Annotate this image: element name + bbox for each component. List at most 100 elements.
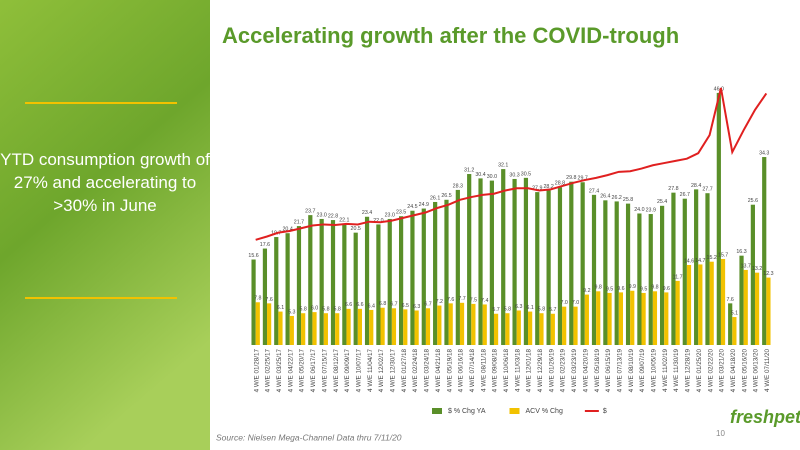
data-label: 15.6: [248, 253, 258, 259]
x-tick-label: 4 W/E 03/21/20: [719, 349, 726, 393]
bar: [516, 310, 521, 345]
data-label: 20.4: [282, 227, 292, 233]
data-label: 7.6: [726, 297, 733, 303]
data-label: 28.4: [691, 183, 701, 189]
data-label: 24.0: [634, 207, 644, 213]
bar: [437, 305, 442, 345]
bar: [709, 261, 714, 345]
x-tick-label: 4 W/E 04/22/17: [287, 349, 294, 393]
bar: [312, 312, 317, 345]
bar: [569, 181, 574, 345]
legend-label: ACV % Chg: [526, 408, 563, 415]
data-label: 34.3: [759, 150, 769, 156]
data-label: 22.1: [339, 217, 349, 223]
data-label: 9.2: [583, 288, 590, 294]
x-tick-label: 4 W/E 09/08/18: [492, 349, 499, 393]
bar: [471, 303, 476, 345]
data-label: 5.7: [492, 307, 499, 313]
data-label: 7.5: [470, 297, 477, 303]
data-label: 7.7: [458, 296, 465, 302]
bar: [754, 272, 760, 345]
bar: [682, 198, 687, 345]
bar: [319, 218, 324, 345]
bar: [391, 308, 397, 345]
data-label: 5.7: [549, 307, 556, 313]
data-label: 6.7: [390, 302, 397, 308]
data-label: 30.5: [521, 171, 531, 177]
data-label: 6.1: [526, 305, 533, 311]
data-label: 6.5: [402, 303, 409, 309]
data-label: 17.6: [260, 242, 270, 248]
data-label: 7.6: [265, 297, 272, 303]
bar: [750, 204, 755, 345]
data-label: 23.0: [317, 212, 327, 218]
x-tick-label: 4 W/E 03/23/19: [571, 349, 578, 393]
data-label: 31.2: [464, 167, 474, 173]
bar: [403, 309, 408, 345]
x-tick-label: 4 W/E 11/02/19: [662, 349, 669, 392]
bar: [501, 169, 506, 345]
data-label: 5.8: [299, 307, 306, 313]
data-label: 23.5: [396, 210, 406, 216]
x-tick-label: 4 W/E 06/13/20: [753, 349, 760, 393]
bar: [550, 313, 555, 345]
data-label: 22.8: [328, 213, 338, 219]
x-tick-label: 4 W/E 05/16/20: [741, 349, 748, 393]
bar: [346, 308, 351, 345]
data-label: 25.6: [748, 198, 758, 204]
source: Source: Nielsen Mega-Channel Data thru 7…: [216, 432, 402, 442]
data-label: 6.7: [424, 302, 431, 308]
x-tick-label: 4 W/E 06/16/18: [458, 349, 465, 393]
bar: [512, 178, 517, 345]
bar: [421, 208, 426, 345]
bar: [493, 313, 499, 345]
data-label: 7.4: [481, 298, 488, 304]
bar: [357, 308, 363, 345]
data-label: 30.4: [475, 172, 485, 178]
x-tick-label: 4 W/E 07/14/18: [469, 349, 476, 393]
bar: [686, 264, 692, 345]
bar: [694, 189, 699, 345]
bar: [376, 224, 381, 345]
bar: [330, 220, 336, 345]
data-label: 6.0: [311, 306, 318, 312]
x-tick-label: 4 W/E 12/02/17: [378, 349, 385, 393]
data-label: 29.8: [566, 175, 576, 181]
data-label: 23.9: [646, 207, 656, 213]
x-tick-label: 4 W/E 05/20/17: [299, 349, 306, 393]
data-label: 27.4: [589, 188, 599, 194]
data-label: 28.2: [543, 184, 553, 190]
x-tick-label: 4 W/E 09/07/19: [639, 349, 646, 393]
data-label: 26.7: [680, 192, 690, 198]
x-tick-label: 4 W/E 01/28/17: [253, 349, 260, 393]
bar: [528, 311, 533, 345]
bar: [720, 258, 726, 345]
x-tick-label: 4 W/E 10/07/17: [355, 349, 362, 393]
bar: [523, 177, 529, 345]
bar: [584, 294, 589, 345]
x-tick-label: 4 W/E 04/20/19: [582, 349, 589, 393]
data-label: 5.8: [322, 307, 329, 313]
bar: [335, 313, 340, 345]
data-label: 7.2: [436, 299, 443, 305]
bar: [762, 157, 767, 345]
plot: 4 W/E 01/28/17 4 W/E 02/25/17 4 W/E 03/25/…: [248, 86, 773, 415]
x-tick-label: 4 W/E 12/30/17: [390, 349, 397, 393]
bar: [398, 216, 404, 345]
x-tick-label: 4 W/E 07/15/17: [321, 349, 328, 393]
bar: [478, 178, 483, 345]
x-tick-label: 4 W/E 04/18/20: [730, 349, 737, 393]
data-label: 46.0: [714, 86, 724, 92]
data-label: 7.6: [447, 297, 454, 303]
bar: [596, 291, 601, 345]
data-label: 29.7: [578, 176, 588, 182]
data-label: 6.8: [379, 301, 386, 307]
data-label: 25.8: [623, 197, 633, 203]
data-label: 27.9: [532, 186, 542, 192]
bar: [671, 192, 676, 345]
bar: [546, 190, 551, 345]
bar: [732, 317, 737, 345]
bar: [625, 203, 631, 345]
bar: [444, 199, 449, 345]
bar: [641, 292, 646, 345]
